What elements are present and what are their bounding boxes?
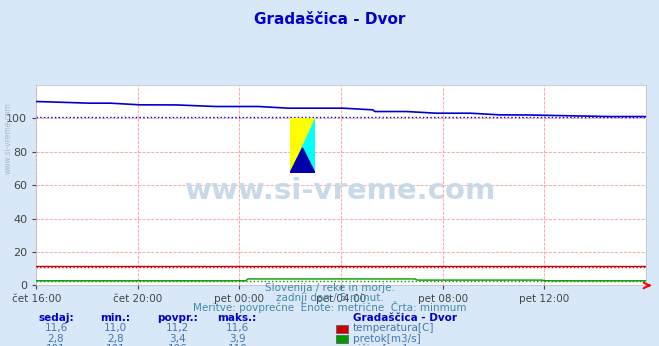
Text: 110: 110 (227, 344, 247, 346)
Text: 106: 106 (168, 344, 188, 346)
Text: 3,9: 3,9 (229, 334, 246, 344)
Text: 11,0: 11,0 (103, 324, 127, 334)
Text: 2,8: 2,8 (47, 334, 65, 344)
Text: Gradaščica - Dvor: Gradaščica - Dvor (353, 313, 457, 323)
Polygon shape (290, 148, 315, 173)
Text: sedaj:: sedaj: (38, 313, 74, 323)
Polygon shape (290, 118, 315, 173)
Text: 11,2: 11,2 (166, 324, 190, 334)
Text: Meritve: povprečne  Enote: metrične  Črta: minmum: Meritve: povprečne Enote: metrične Črta:… (192, 301, 467, 313)
Text: temperatura[C]: temperatura[C] (353, 324, 434, 334)
Text: Gradaščica - Dvor: Gradaščica - Dvor (254, 12, 405, 27)
Polygon shape (290, 118, 315, 173)
Text: 2,8: 2,8 (107, 334, 124, 344)
Text: 3,4: 3,4 (169, 334, 186, 344)
Text: 101: 101 (105, 344, 125, 346)
Text: maks.:: maks.: (217, 313, 257, 323)
Text: pretok[m3/s]: pretok[m3/s] (353, 334, 420, 344)
Text: povpr.:: povpr.: (158, 313, 198, 323)
Text: www.si-vreme.com: www.si-vreme.com (3, 102, 13, 174)
Text: www.si-vreme.com: www.si-vreme.com (185, 177, 497, 205)
Text: min.:: min.: (100, 313, 130, 323)
Text: višina[cm]: višina[cm] (353, 344, 407, 346)
Text: 101: 101 (46, 344, 66, 346)
Text: 11,6: 11,6 (44, 324, 68, 334)
Text: 11,6: 11,6 (225, 324, 249, 334)
Text: zadnji dan / 5 minut.: zadnji dan / 5 minut. (275, 293, 384, 303)
Text: Slovenija / reke in morje.: Slovenija / reke in morje. (264, 283, 395, 293)
